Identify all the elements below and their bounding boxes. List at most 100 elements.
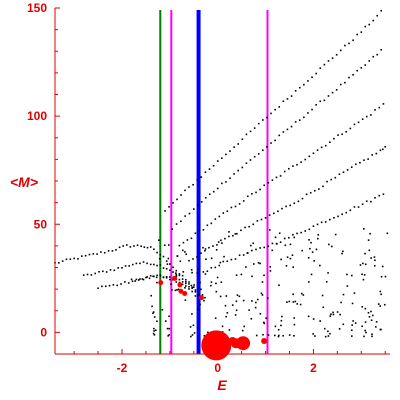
data-point (192, 324, 195, 327)
highlight-point (177, 282, 183, 288)
data-point (88, 253, 91, 256)
data-point (118, 246, 121, 249)
data-point (186, 239, 189, 241)
data-point (380, 293, 382, 296)
data-point (142, 278, 145, 281)
data-point (168, 315, 170, 318)
data-point (204, 248, 207, 250)
data-point (159, 253, 162, 256)
data-point (143, 246, 146, 248)
data-point (116, 284, 119, 287)
data-point (274, 334, 276, 337)
axes (54, 8, 390, 355)
data-point (94, 272, 96, 275)
data-point (370, 319, 373, 322)
data-point (351, 324, 354, 326)
data-point (250, 317, 253, 320)
data-point (103, 251, 106, 254)
data-point (165, 267, 168, 270)
data-point (364, 329, 366, 332)
data-point (293, 323, 296, 326)
data-point (174, 289, 177, 292)
data-point (172, 266, 174, 269)
data-point (153, 263, 155, 266)
data-point (269, 229, 271, 231)
data-point (181, 281, 184, 283)
data-point (298, 119, 301, 121)
data-point (346, 169, 349, 171)
data-point (206, 270, 209, 273)
data-point (262, 119, 264, 121)
data-point (289, 257, 292, 260)
data-point (323, 63, 326, 66)
data-point (304, 230, 307, 232)
data-point (345, 211, 348, 214)
data-point (210, 222, 213, 225)
data-point (198, 230, 201, 232)
data-point (372, 55, 375, 58)
data-point (292, 301, 295, 303)
data-point (221, 325, 224, 328)
data-point (353, 206, 356, 208)
data-point (235, 300, 238, 303)
data-point (216, 276, 219, 279)
data-point (315, 248, 318, 251)
data-point (310, 273, 313, 276)
data-point (159, 264, 162, 266)
data-point (178, 244, 181, 247)
x-tick-label: 0 (214, 361, 221, 375)
highlight-point (158, 280, 164, 286)
data-point (274, 108, 276, 111)
data-point (196, 256, 198, 258)
data-point (282, 131, 285, 133)
data-point (269, 266, 272, 268)
data-point (282, 100, 285, 103)
data-point (86, 273, 89, 276)
data-point (73, 257, 75, 260)
data-point (191, 286, 193, 289)
data-point (153, 330, 155, 332)
data-point (260, 292, 263, 295)
data-point (196, 326, 199, 329)
data-point (221, 242, 223, 244)
data-point (300, 292, 303, 295)
data-point (161, 308, 164, 311)
data-point (176, 198, 178, 201)
data-point (379, 328, 382, 331)
data-point (196, 272, 198, 275)
data-point (191, 271, 193, 274)
data-point (150, 294, 152, 297)
data-point (192, 286, 195, 288)
data-point (252, 263, 255, 265)
data-point (259, 262, 261, 265)
data-point (185, 253, 188, 256)
data-point (376, 14, 379, 17)
data-point (309, 191, 312, 194)
data-point (262, 333, 264, 336)
data-point (192, 258, 194, 260)
data-point (142, 261, 145, 263)
data-point (162, 255, 165, 258)
data-point (274, 325, 277, 328)
data-point (355, 163, 357, 166)
data-point (248, 309, 250, 311)
data-point (208, 246, 210, 249)
data-point (368, 60, 371, 62)
data-point (188, 259, 190, 262)
data-point (122, 245, 124, 247)
data-point (374, 196, 376, 199)
data-point (289, 243, 292, 246)
data-point (177, 288, 180, 291)
data-point (215, 282, 217, 285)
data-point (307, 315, 310, 318)
data-point (139, 278, 141, 280)
data-point (309, 247, 311, 250)
data-point (282, 334, 284, 337)
data-point (175, 272, 177, 274)
data-point (263, 274, 265, 277)
data-point (361, 118, 364, 120)
data-point (193, 284, 195, 286)
data-point (146, 262, 148, 265)
data-point (365, 200, 368, 203)
data-point (259, 312, 262, 315)
